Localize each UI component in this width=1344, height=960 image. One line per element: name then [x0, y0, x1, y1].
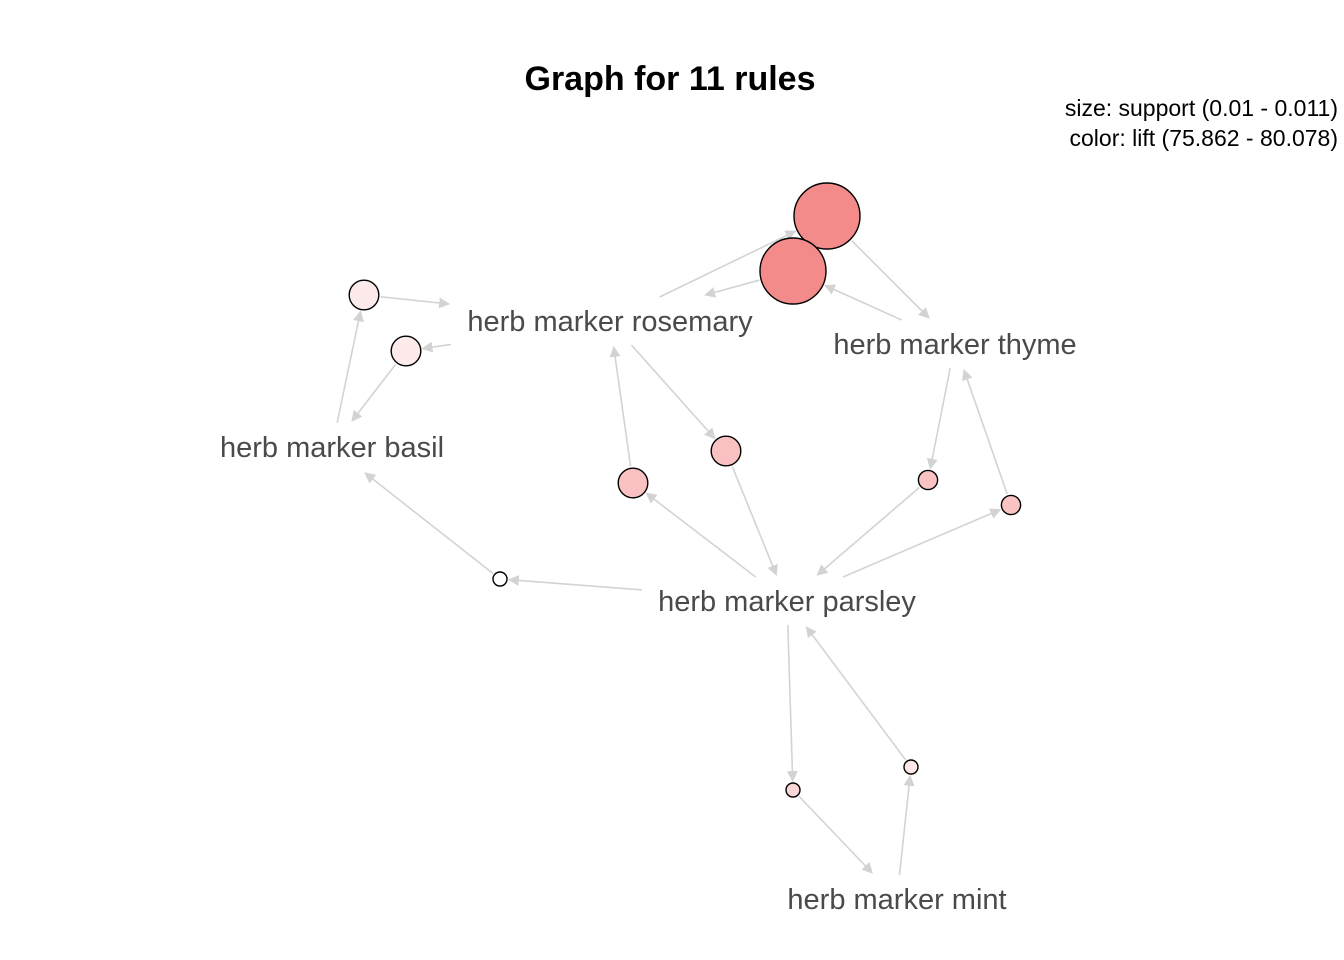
edge-r4-to-basil: [351, 363, 397, 422]
rule-node-r2: [759, 237, 827, 305]
edge-r9-to-basil: [364, 472, 494, 575]
edge-basil-to-r3: [336, 310, 364, 424]
edge-parsley-to-r9: [507, 574, 643, 591]
edge-r6-to-parsley: [731, 466, 778, 577]
rule-node-r6: [710, 435, 742, 467]
item-label-layer: herb marker rosemary herb marker thyme her…: [220, 306, 1077, 916]
item-label-mint: herb marker mint: [787, 884, 1006, 916]
edge-r5-to-rosemary: [609, 345, 632, 467]
graph-title: Graph for 11 rules: [525, 60, 816, 98]
item-label-thyme: herb marker thyme: [833, 329, 1076, 361]
item-label-rosemary: herb marker rosemary: [467, 306, 753, 338]
rule-node-r3: [348, 279, 380, 311]
edge-parsley-to-r8: [842, 508, 1002, 578]
rule-node-r8: [1000, 494, 1022, 516]
item-label-basil: herb marker basil: [220, 432, 444, 464]
rule-node-r10: [785, 782, 801, 798]
rule-node-r11: [903, 759, 919, 775]
legend-color-text: color: lift (75.862 - 80.078): [1070, 125, 1338, 151]
item-label-parsley: herb marker parsley: [658, 586, 916, 618]
edge-mint-to-r11: [898, 774, 915, 876]
edge-thyme-to-r2: [823, 284, 903, 321]
edge-r2-to-rosemary: [704, 279, 760, 298]
edge-thyme-to-r7: [926, 367, 951, 470]
edge-rosemary-to-r4: [421, 341, 452, 353]
rule-node-r9: [492, 571, 508, 587]
rule-node-r1: [793, 182, 861, 250]
legend-size-text: size: support (0.01 - 0.011): [1065, 95, 1338, 121]
edge-r7-to-parsley: [816, 486, 920, 576]
edge-r1-to-thyme: [851, 240, 930, 319]
rule-node-r5: [617, 467, 649, 499]
edge-layer: [336, 230, 1008, 876]
edge-parsley-to-r5: [645, 492, 757, 578]
edge-r10-to-mint: [798, 795, 873, 874]
edge-rosemary-to-r6: [630, 344, 716, 440]
edge-r3-to-rosemary: [380, 296, 451, 309]
rule-node-r4: [390, 335, 422, 367]
edge-rosemary-to-r1: [659, 230, 797, 298]
rule-node-r7: [917, 469, 939, 491]
edge-r8-to-thyme: [962, 368, 1008, 495]
rule-node-layer: [348, 182, 1022, 798]
edge-parsley-to-r10: [786, 624, 798, 783]
edge-r11-to-parsley: [805, 626, 907, 761]
